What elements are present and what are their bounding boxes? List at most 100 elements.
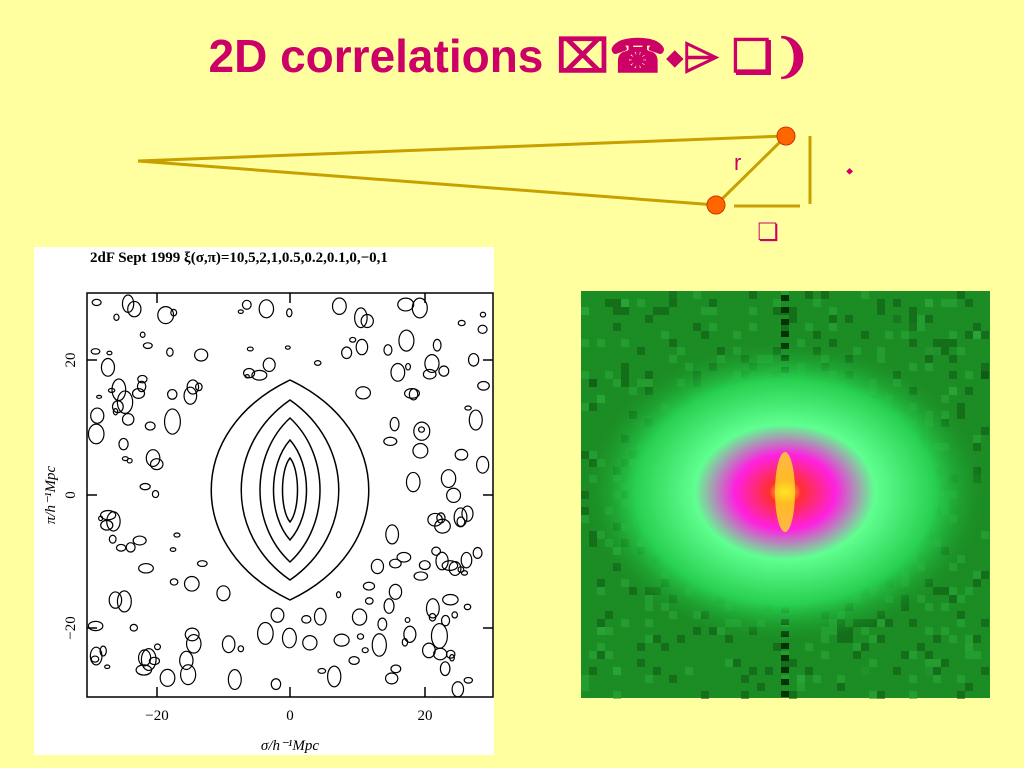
contour: [476, 455, 490, 474]
contour: [403, 625, 417, 643]
cell: [797, 675, 805, 683]
contour: [341, 346, 353, 360]
contour: [127, 300, 142, 318]
cell: [933, 635, 941, 643]
cell: [789, 659, 797, 667]
cell: [917, 643, 925, 651]
cell: [909, 363, 917, 371]
contour: [270, 678, 282, 691]
cell: [621, 579, 629, 587]
cell: [957, 347, 965, 355]
cell: [957, 691, 965, 699]
cell: [957, 595, 965, 603]
contour: [163, 408, 181, 435]
contour: [256, 621, 274, 645]
cell: [661, 643, 669, 651]
cell: [637, 299, 645, 307]
contour: [140, 648, 157, 672]
title: 2D correlations ⌧☎⬩⌲ ❏❩: [209, 30, 812, 82]
contour: [349, 336, 357, 343]
contour: [166, 388, 178, 400]
contour: [326, 665, 342, 688]
cell: [957, 411, 965, 419]
cell: [869, 635, 877, 643]
cell: [949, 587, 957, 595]
cell: [957, 611, 965, 619]
cell: [933, 339, 941, 347]
cell: [925, 651, 933, 659]
cell: [693, 627, 701, 635]
cell: [861, 667, 869, 675]
contour: [100, 519, 114, 531]
cell: [925, 347, 933, 355]
cell: [621, 619, 629, 627]
contour: [424, 354, 440, 374]
contour: [237, 645, 245, 653]
contour: [467, 352, 480, 367]
cell: [629, 587, 637, 595]
contour: [441, 560, 459, 572]
cell: [973, 323, 981, 331]
cell: [869, 659, 877, 667]
contour: [390, 362, 406, 382]
contour: [136, 380, 147, 393]
cell: [845, 315, 853, 323]
cell: [829, 307, 837, 315]
cell: [637, 659, 645, 667]
contour: [434, 518, 451, 534]
cell: [597, 619, 605, 627]
contour: [457, 566, 465, 574]
cell: [781, 295, 789, 301]
cell: [781, 655, 789, 661]
cell: [653, 307, 661, 315]
cell: [693, 323, 701, 331]
cell: [637, 379, 645, 387]
contour: [137, 649, 152, 667]
r-label: r: [734, 150, 741, 175]
cell: [581, 515, 589, 523]
cell: [581, 307, 589, 315]
contour: [159, 668, 176, 687]
x-tick-label: 0: [286, 708, 294, 724]
cell: [661, 331, 669, 339]
contour: [333, 633, 350, 647]
cell: [677, 635, 685, 643]
contour: [461, 505, 474, 522]
cell: [589, 531, 597, 539]
cell: [589, 403, 597, 411]
contour: [113, 313, 120, 322]
cell: [933, 347, 941, 355]
cell: [709, 307, 717, 315]
cell: [709, 299, 717, 307]
cell: [733, 659, 741, 667]
cell: [933, 659, 941, 667]
cell: [749, 667, 757, 675]
contour: [132, 535, 147, 546]
cell: [909, 323, 917, 331]
contour: [284, 345, 291, 350]
contour: [169, 547, 177, 552]
contour: [139, 331, 146, 339]
contour: [449, 653, 455, 662]
cell: [789, 691, 797, 699]
cell: [645, 315, 653, 323]
cell: [581, 683, 589, 691]
contour: [335, 591, 342, 599]
plot-panel: [34, 247, 494, 755]
cell: [781, 643, 789, 649]
cell: [933, 675, 941, 683]
cell: [605, 611, 613, 619]
cell: [613, 299, 621, 307]
cell: [613, 379, 621, 387]
cell: [781, 319, 789, 325]
cell: [781, 331, 789, 337]
cell: [621, 307, 629, 315]
cell: [805, 643, 813, 651]
cell: [701, 307, 709, 315]
contour: [388, 583, 403, 600]
contour: [430, 622, 448, 649]
contour: [370, 558, 385, 575]
contour: [183, 386, 198, 405]
contour: [405, 362, 412, 371]
